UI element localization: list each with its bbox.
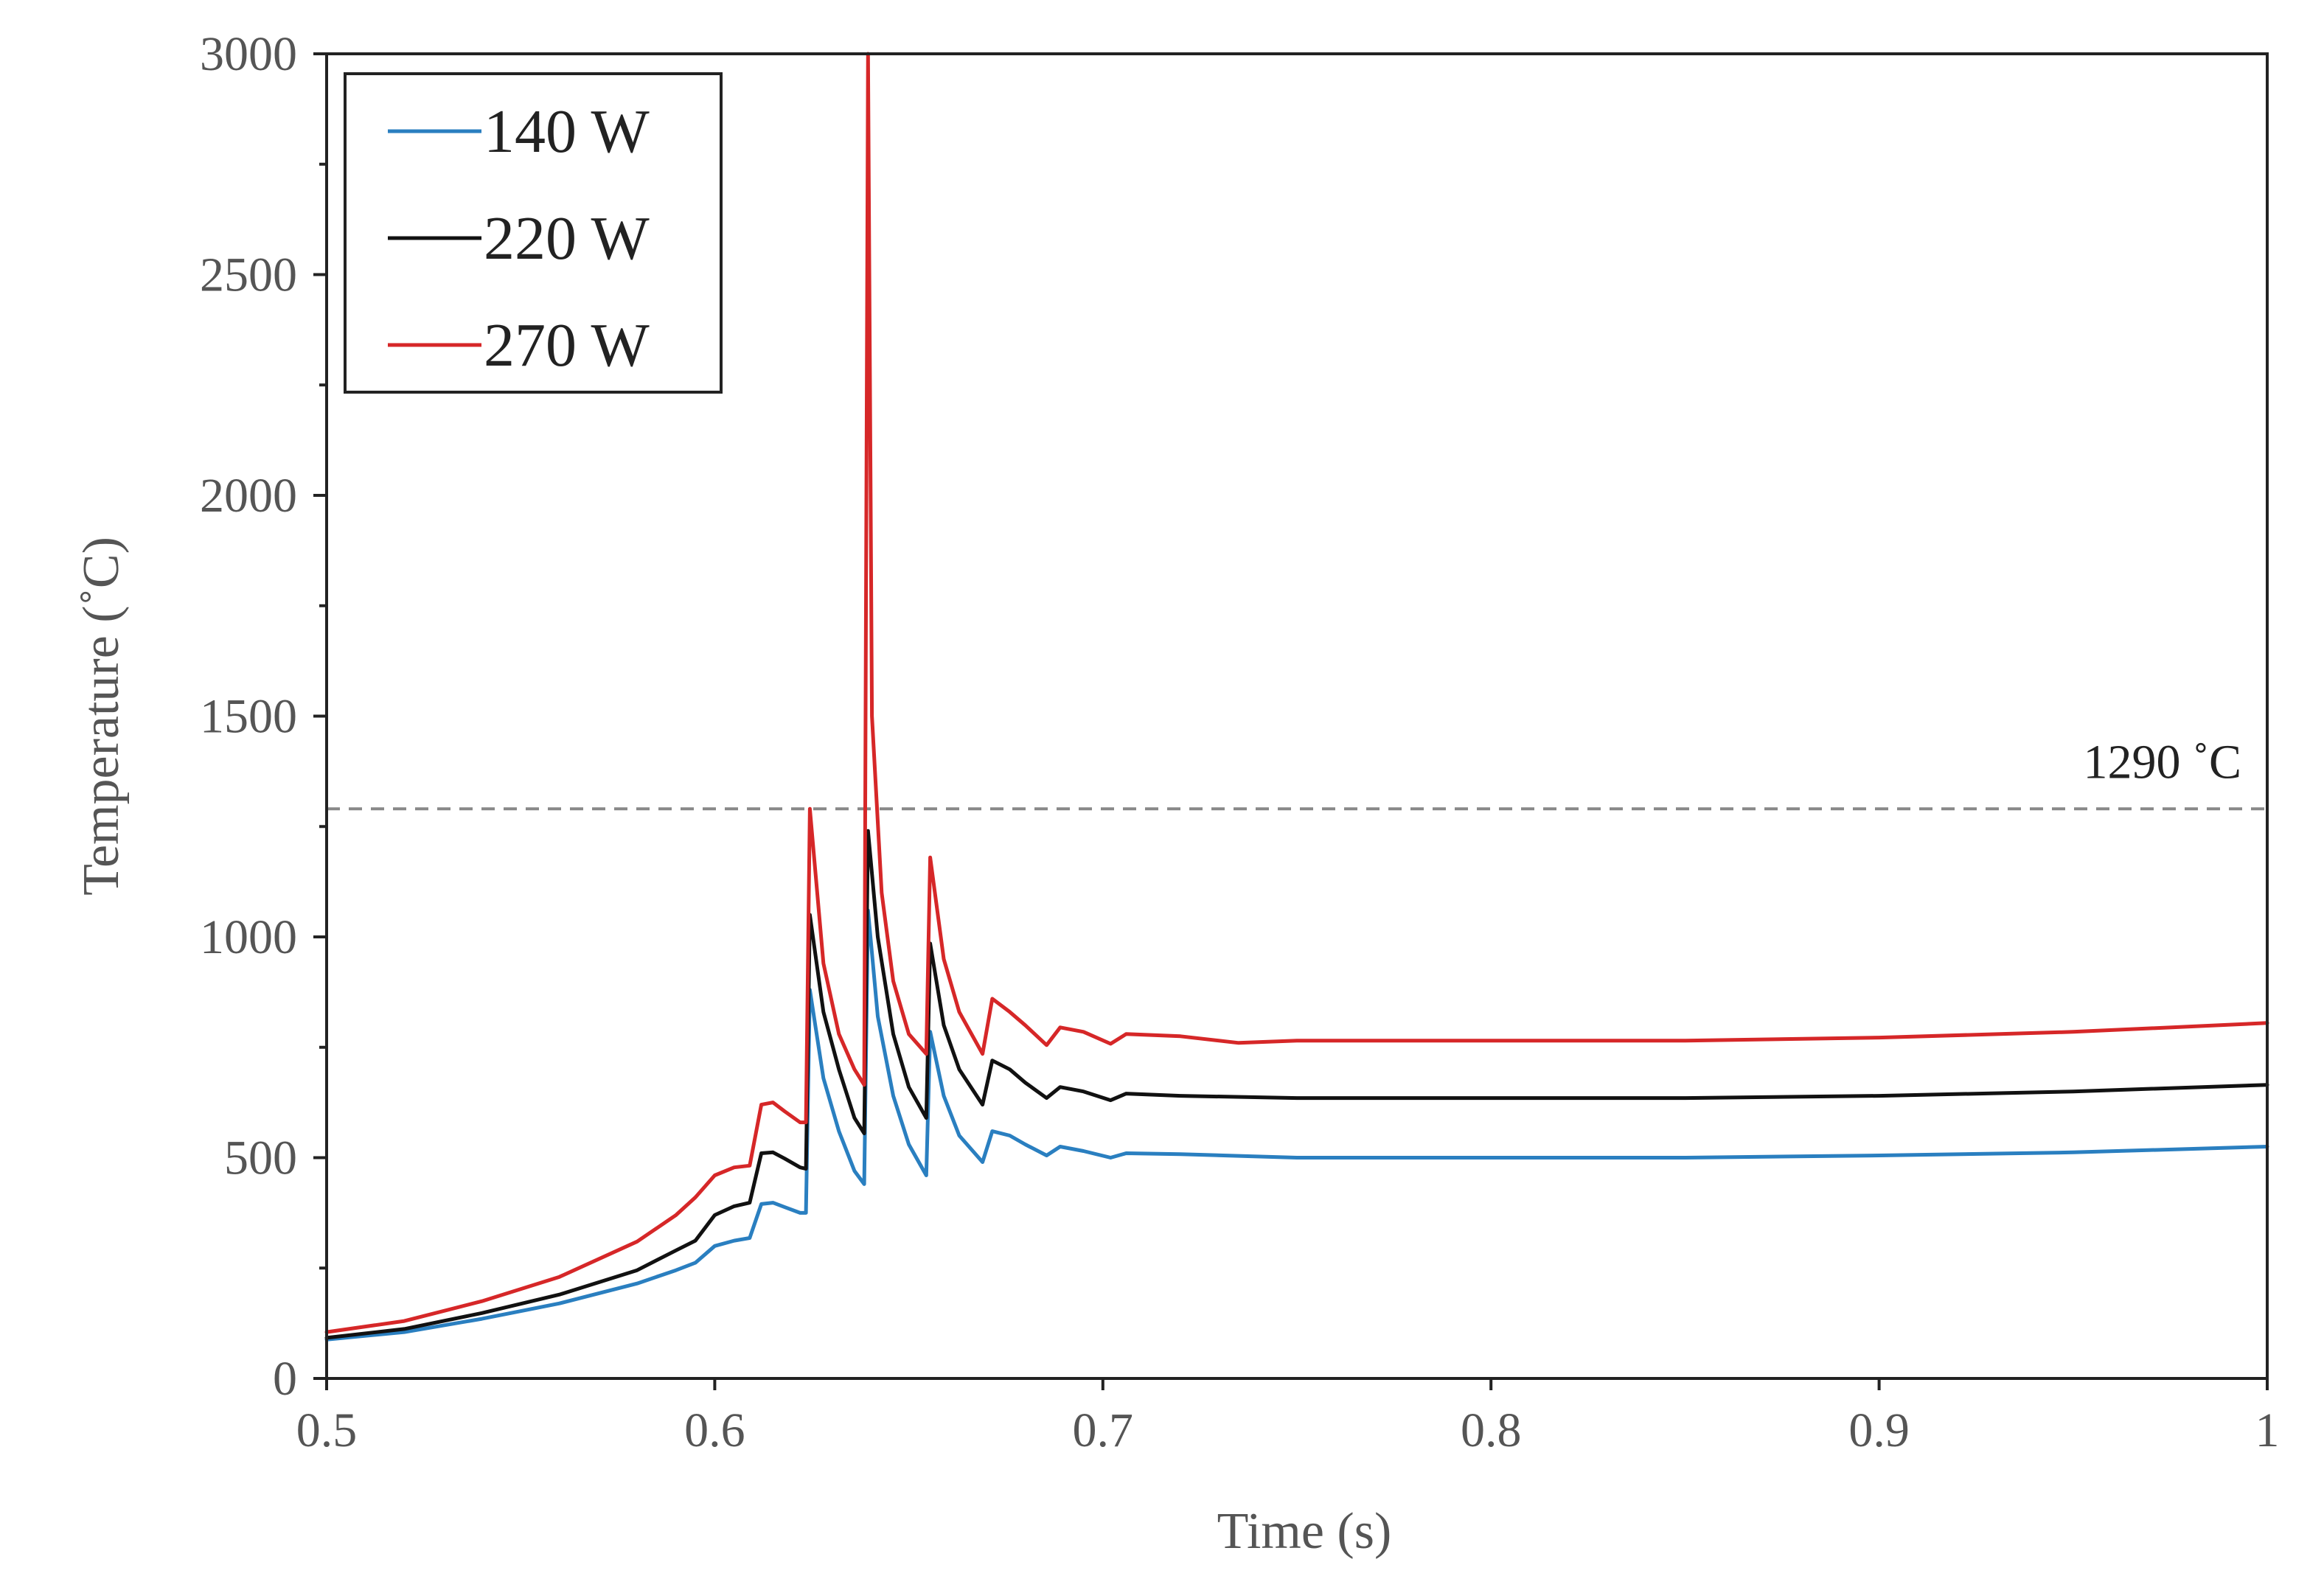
y-tick-label: 3000 — [200, 27, 297, 81]
x-tick-label: 1 — [2255, 1404, 2280, 1457]
x-axis-title: Time (s) — [1217, 1503, 1392, 1560]
y-tick-label: 1000 — [200, 910, 297, 964]
series-line-220w — [324, 829, 2269, 1340]
x-tick-label: 0.5 — [296, 1404, 358, 1457]
y-axis-title: Temperature (˚C) — [73, 537, 130, 896]
legend: 140 W 220 W 270 W — [344, 72, 723, 394]
series-layer — [324, 52, 2269, 1342]
x-tick-label: 0.9 — [1848, 1404, 1910, 1457]
axes-layer: 0 500 1000 1500 2000 2500 3000 0.5 0.6 0.7 0.8 0.9 1… — [73, 27, 2280, 1560]
y-tick-label: 0 — [273, 1352, 297, 1406]
legend-box — [344, 72, 723, 394]
reference-line-layer: 1290 ˚C — [327, 735, 2267, 811]
y-tick-label: 1500 — [200, 690, 297, 744]
legend-entry-label: 140 W — [484, 97, 650, 166]
y-tick-label: 2000 — [200, 469, 297, 523]
legend-entry-label: 220 W — [484, 204, 650, 273]
x-tick-label: 0.6 — [684, 1404, 745, 1457]
x-tick-label: 0.7 — [1073, 1404, 1134, 1457]
y-tick-label: 2500 — [200, 248, 297, 302]
series-line-140w — [324, 908, 2269, 1342]
legend-entry-label: 270 W — [484, 311, 650, 380]
x-tick-label: 0.8 — [1461, 1404, 1522, 1457]
series-line-270w — [324, 52, 2269, 1334]
reference-line-label: 1290 ˚C — [2084, 735, 2242, 789]
y-tick-label: 500 — [224, 1132, 297, 1185]
